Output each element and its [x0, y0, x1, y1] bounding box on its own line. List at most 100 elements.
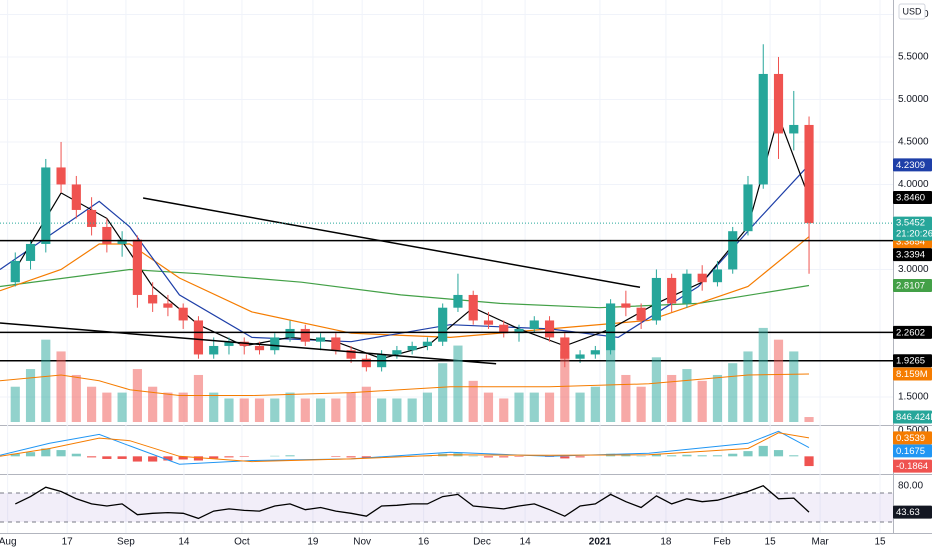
candle-body [407, 345, 417, 351]
macd-histogram-bar [697, 455, 707, 457]
volume-bar [514, 392, 524, 422]
macd-histogram-bar [682, 454, 692, 457]
macd-histogram-bar [87, 456, 97, 458]
volume-bar [10, 386, 20, 422]
x-tick-label: Nov [353, 537, 371, 548]
volume-bar [529, 392, 539, 422]
price-tag [893, 325, 932, 339]
macd-histogram-bar [499, 456, 509, 458]
macd-histogram-bar [224, 456, 234, 458]
volume-bar [377, 398, 387, 422]
candle-body [483, 320, 494, 325]
y-tick-label: 5.0000 [898, 94, 929, 105]
volume-bar [789, 351, 799, 422]
volume-bar [315, 398, 326, 422]
price-tag [893, 158, 932, 172]
volume-bar [193, 374, 204, 422]
macd-line [0, 432, 810, 463]
volume-bar [468, 380, 478, 422]
volume-bar [422, 392, 432, 422]
volume-bar [544, 392, 555, 422]
macd-histogram-bar [712, 455, 723, 457]
candle-body [163, 303, 173, 308]
moving-average [0, 268, 810, 309]
volume-bar [392, 398, 402, 422]
x-tick-label: Aug [0, 537, 17, 548]
volume-bar [743, 351, 753, 422]
price-tag-label: -0.1864 [896, 461, 928, 472]
candle-body [560, 337, 570, 359]
macd-histogram-bar [560, 456, 570, 459]
volume-bar [209, 392, 219, 422]
volume-bar [239, 398, 249, 422]
volume-bar [254, 398, 265, 422]
volume-bar [606, 339, 616, 422]
candle-body [148, 294, 158, 304]
macd-histogram-bar [575, 456, 585, 458]
price-tag-label: 0.1675 [896, 446, 925, 457]
macd-histogram-bar [758, 445, 768, 457]
macd-histogram-bar [514, 456, 524, 457]
macd-histogram-bar [148, 456, 158, 462]
x-tick-label: Oct [234, 537, 250, 548]
candle-body [804, 124, 814, 224]
volume-bar [575, 392, 585, 422]
volume-bar [346, 392, 356, 422]
candle-body [773, 73, 784, 134]
volume-bar [773, 339, 784, 422]
price-tag [893, 248, 932, 262]
volume-bar [621, 374, 631, 422]
volume-bar [712, 374, 723, 422]
y-tick-label: 0.5000 [898, 425, 929, 436]
candle-body [438, 307, 448, 342]
macd-histogram-bar [667, 455, 677, 457]
candle-body [789, 124, 799, 134]
candle-body [10, 260, 20, 283]
candle-body [590, 350, 600, 355]
candle-body [71, 184, 81, 210]
x-tick-label: 14 [178, 537, 190, 548]
macd-histogram-bar [483, 456, 494, 458]
price-tag-label: 0.3539 [896, 433, 925, 444]
price-tag-label: 2.8107 [896, 281, 925, 292]
volume-bar [163, 392, 173, 422]
y-tick-label: 80.00 [898, 480, 923, 491]
volume-bar [453, 345, 463, 422]
price-tag-label: 43.63 [896, 507, 920, 518]
candle-body [682, 273, 692, 304]
trend-line [142, 197, 641, 289]
volume-bar [636, 386, 646, 422]
x-tick-label: 15 [874, 537, 886, 548]
macd-histogram-bar [10, 453, 20, 457]
volume-bar [483, 392, 494, 422]
macd-histogram-bar [285, 455, 295, 457]
macd-histogram-bar [41, 448, 51, 457]
candle-body [132, 239, 142, 295]
candle-body [621, 303, 631, 308]
macd-histogram-bar [71, 453, 81, 457]
candle-body [667, 277, 677, 304]
macd-histogram-bar [361, 456, 371, 458]
candle-body [346, 350, 356, 359]
volume-bar [407, 398, 417, 422]
macd-histogram-bar [346, 456, 356, 458]
volume-bar [667, 374, 677, 422]
candle-body [361, 358, 371, 368]
macd-histogram-bar [804, 456, 814, 467]
macd-histogram-bar [25, 452, 36, 457]
volume-bar [697, 380, 707, 422]
currency-label: USD [902, 6, 922, 16]
candle-body [697, 273, 707, 283]
candle-body [575, 354, 585, 359]
price-tag-label: 8.159M [896, 369, 928, 380]
x-tick-label: Mar [811, 537, 829, 548]
price-tag-label: 1.9265 [896, 356, 925, 367]
macd-histogram-bar [331, 456, 341, 457]
macd-histogram-bar [789, 455, 799, 457]
macd-histogram-bar [743, 451, 753, 457]
x-tick-label: 17 [62, 537, 74, 548]
volume-bar [224, 398, 234, 422]
x-tick-label: 15 [765, 537, 777, 548]
candle-body [300, 328, 310, 342]
